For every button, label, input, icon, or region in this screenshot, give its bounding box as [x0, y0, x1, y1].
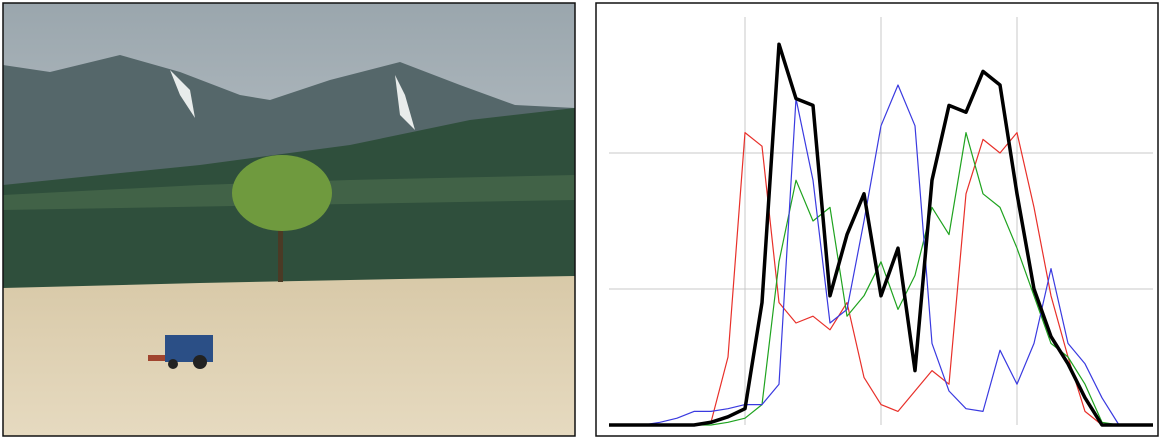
wheel [168, 359, 178, 369]
plot-area [609, 17, 1153, 427]
photo [2, 2, 576, 437]
snow [170, 70, 195, 118]
tree-crown [232, 155, 332, 231]
wheel [193, 355, 207, 369]
tractor [165, 335, 213, 362]
field [3, 276, 575, 436]
implement [148, 355, 168, 361]
snow [395, 75, 415, 130]
photo-frame [2, 2, 576, 437]
histogram-line [609, 42, 1153, 427]
chart-frame [595, 2, 1159, 437]
tree-trunk [278, 220, 283, 282]
histogram-line [609, 84, 1153, 426]
